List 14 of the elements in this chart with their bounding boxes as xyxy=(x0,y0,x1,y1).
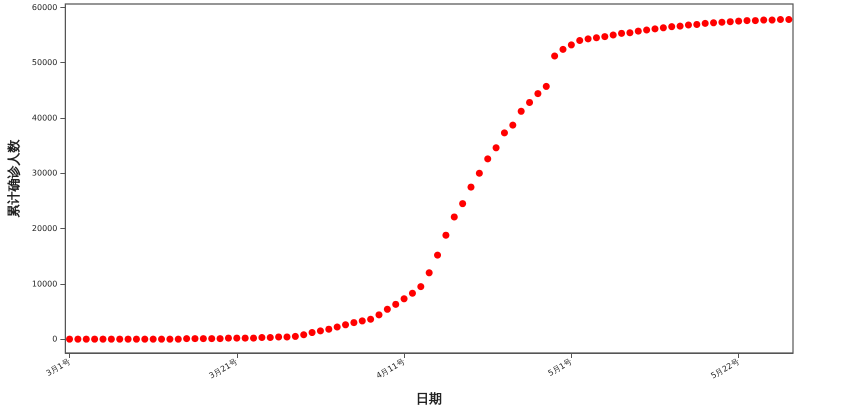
x-tick-label: 5月22号 xyxy=(709,357,741,381)
y-tick-label: 30000 xyxy=(32,168,58,178)
x-axis-title: 日期 xyxy=(416,392,442,407)
y-axis-title: 累计确诊人数 xyxy=(7,138,22,218)
x-tick-label: 5月1号 xyxy=(546,357,574,378)
x-tick-label: 3月1号 xyxy=(44,357,72,378)
y-tick-label: 40000 xyxy=(32,113,58,122)
y-tick-label: 10000 xyxy=(32,279,58,288)
y-tick-label: 20000 xyxy=(32,224,58,234)
x-tick-label: 3月21号 xyxy=(207,357,240,381)
y-tick-label: 60000 xyxy=(32,2,58,12)
y-tick-label: 0 xyxy=(52,334,58,344)
y-tick-label: 50000 xyxy=(32,58,58,68)
x-tick-label: 4月11号 xyxy=(374,357,406,381)
